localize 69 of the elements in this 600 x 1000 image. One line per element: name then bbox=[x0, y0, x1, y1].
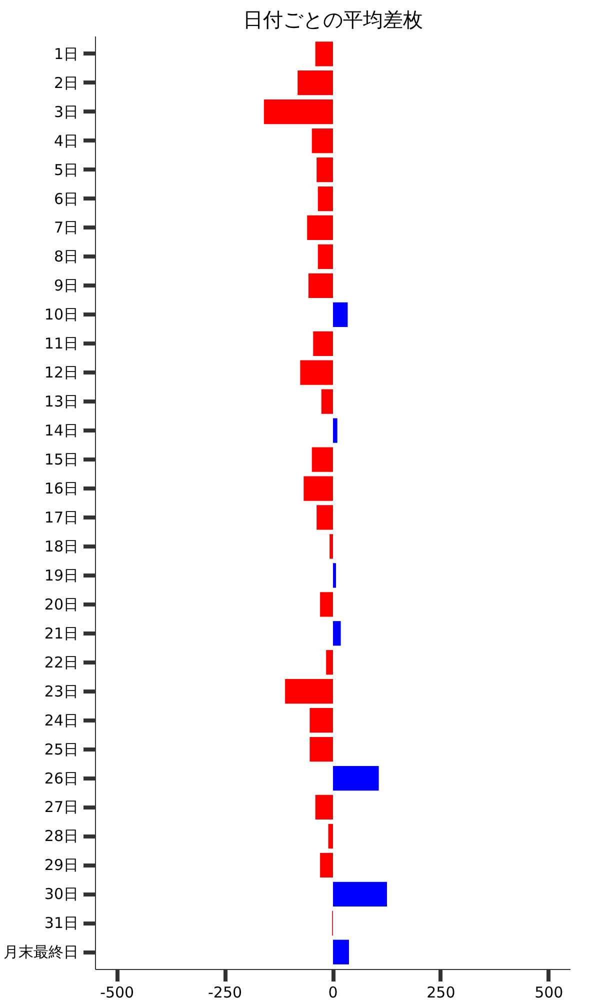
bar bbox=[333, 940, 349, 964]
chart-title: 日付ごとの平均差枚 bbox=[243, 8, 423, 32]
y-tick-label: 15日 bbox=[44, 450, 79, 469]
x-tick-label: 250 bbox=[426, 984, 456, 1000]
y-tick-label: 3日 bbox=[54, 102, 79, 121]
y-tick-label: 30日 bbox=[44, 885, 79, 904]
bar bbox=[313, 331, 333, 356]
bar bbox=[310, 708, 333, 733]
y-tick-label: 20日 bbox=[44, 595, 79, 614]
bar bbox=[318, 186, 333, 212]
bar bbox=[264, 100, 333, 124]
y-tick-label: 23日 bbox=[44, 682, 79, 700]
bar bbox=[308, 273, 333, 298]
bar bbox=[320, 592, 333, 617]
bar bbox=[333, 563, 336, 588]
y-tick-label: 10日 bbox=[44, 306, 79, 324]
y-tick-label: 25日 bbox=[44, 740, 79, 758]
y-tick-label: 14日 bbox=[44, 422, 79, 440]
bar bbox=[326, 650, 333, 675]
x-tick-label: -250 bbox=[208, 984, 242, 1000]
bar bbox=[321, 389, 333, 414]
bar bbox=[333, 766, 379, 791]
bar bbox=[316, 157, 333, 182]
x-tick-label: 0 bbox=[328, 984, 338, 1000]
bar bbox=[333, 418, 338, 443]
bar bbox=[328, 824, 333, 849]
y-tick-label: 6日 bbox=[54, 190, 79, 208]
y-tick-label: 24日 bbox=[44, 711, 79, 730]
y-tick-label: 31日 bbox=[44, 914, 79, 932]
bar bbox=[304, 476, 333, 501]
bar bbox=[330, 534, 333, 559]
y-tick-label: 9日 bbox=[54, 276, 79, 295]
y-tick-label: 4日 bbox=[54, 132, 79, 150]
bar bbox=[298, 70, 333, 96]
y-tick-label: 2日 bbox=[54, 74, 79, 92]
y-tick-label: 12日 bbox=[44, 364, 79, 382]
y-tick-label: 28日 bbox=[44, 827, 79, 846]
bar bbox=[285, 679, 333, 704]
bar bbox=[333, 882, 387, 906]
y-tick-label: 16日 bbox=[44, 480, 79, 498]
bar bbox=[300, 360, 333, 385]
y-tick-label: 11日 bbox=[44, 334, 79, 353]
x-tick-label: 500 bbox=[534, 984, 564, 1000]
x-tick-label: -500 bbox=[100, 984, 134, 1000]
y-tick-label: 27日 bbox=[44, 798, 79, 816]
y-tick-label: 26日 bbox=[44, 769, 79, 788]
y-tick-label: 5日 bbox=[54, 160, 79, 179]
bar bbox=[312, 128, 333, 154]
y-tick-label: 22日 bbox=[44, 653, 79, 672]
y-tick-label: 19日 bbox=[44, 566, 79, 584]
y-tick-label: 17日 bbox=[44, 508, 79, 526]
y-tick-label: 月末最終日 bbox=[4, 943, 78, 962]
y-tick-label: 18日 bbox=[44, 537, 79, 556]
y-tick-label: 8日 bbox=[54, 248, 79, 266]
bar bbox=[307, 215, 333, 240]
bar bbox=[312, 447, 333, 472]
bar bbox=[310, 736, 333, 762]
bar bbox=[316, 505, 333, 530]
y-tick-label: 1日 bbox=[54, 44, 79, 63]
bar bbox=[320, 852, 333, 878]
y-tick-label: 29日 bbox=[44, 856, 79, 874]
bar bbox=[318, 244, 333, 270]
y-tick-label: 21日 bbox=[44, 624, 79, 642]
bar bbox=[333, 621, 341, 646]
bar bbox=[315, 42, 333, 66]
y-tick-label: 7日 bbox=[54, 218, 79, 237]
bar bbox=[315, 794, 333, 820]
bar bbox=[333, 302, 348, 327]
y-tick-label: 13日 bbox=[44, 392, 79, 411]
